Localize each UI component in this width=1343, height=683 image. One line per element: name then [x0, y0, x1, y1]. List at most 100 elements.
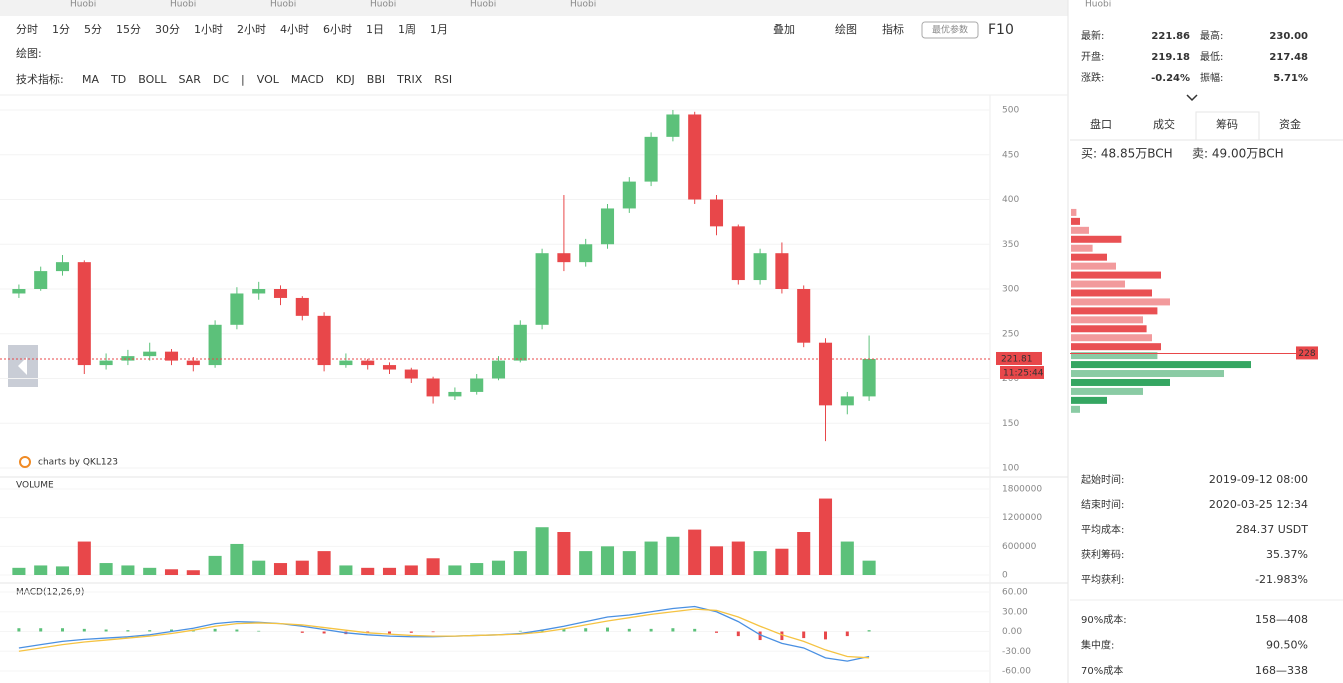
period-button[interactable]: 30分 [155, 23, 180, 36]
y-tick-label: 1200000 [1002, 513, 1042, 523]
candle-body [99, 360, 113, 366]
period-button[interactable]: 1周 [398, 23, 416, 36]
candle-body [164, 351, 179, 361]
volume-bar [470, 563, 484, 575]
param-box[interactable] [921, 21, 979, 39]
indicator-button[interactable]: BBI [367, 73, 385, 86]
tool-button[interactable]: 指标 [882, 22, 904, 36]
stat-label: 起始时间: [1081, 473, 1124, 486]
period-button[interactable]: 6小时 [323, 23, 352, 36]
macd-hist [736, 631, 740, 637]
candle-body [579, 244, 593, 263]
stat-value: -21.983% [1255, 573, 1308, 586]
volume-bar [600, 546, 615, 575]
macd-hist [213, 628, 217, 632]
period-button[interactable]: 2小时 [237, 23, 266, 36]
volume-bar [382, 567, 397, 575]
period-button[interactable]: 5分 [84, 23, 102, 36]
quote-label: 最高: [1200, 29, 1223, 42]
panel-tab[interactable]: 盘口 [1090, 117, 1112, 131]
y-tick-label: 300 [1002, 285, 1019, 295]
volume-bar [55, 566, 70, 575]
period-button[interactable]: 15分 [116, 23, 141, 36]
chip-bar [1071, 280, 1125, 288]
y-tick-label: -30.00 [1002, 647, 1031, 657]
indicator-button[interactable]: DC [213, 73, 229, 86]
stat-value: 284.37 USDT [1236, 523, 1308, 536]
indicator-button[interactable]: | [241, 73, 245, 86]
candle-body [252, 289, 266, 294]
y-tick-label: 30.00 [1002, 607, 1028, 617]
candle-body [644, 136, 658, 182]
y-tick-label: 250 [1002, 329, 1019, 339]
macd-hist [431, 631, 435, 633]
period-button[interactable]: 1小时 [194, 23, 223, 36]
tab-label[interactable]: Huobi [470, 0, 496, 10]
period-button[interactable]: 4小时 [280, 23, 309, 36]
stat-value: 168—338 [1255, 664, 1308, 677]
chip-bar [1071, 235, 1122, 243]
chip-bar [1071, 208, 1077, 216]
period-button[interactable]: 1月 [430, 23, 448, 36]
indicator-button[interactable]: VOL [257, 73, 280, 86]
quote-label: 涨跌: [1081, 71, 1104, 84]
tab-strip [0, 0, 1343, 16]
period-button[interactable]: 1日 [366, 23, 384, 36]
tab-label[interactable]: Huobi [570, 0, 596, 10]
f10-button[interactable]: F10 [988, 22, 1014, 38]
chip-bar [1071, 325, 1147, 333]
chip-bar [1071, 217, 1080, 225]
indicator-button[interactable]: SAR [179, 73, 202, 86]
indicator-button[interactable]: BOLL [138, 73, 167, 86]
tab-label[interactable]: Huobi [370, 0, 396, 10]
panel-tab[interactable]: 成交 [1153, 117, 1175, 131]
indicator-button[interactable]: TD [110, 73, 126, 86]
y-tick-label: 0 [1002, 571, 1008, 581]
macd-hist [39, 628, 43, 632]
tab-label[interactable]: Huobi [270, 0, 296, 10]
tool-button[interactable]: 叠加 [773, 23, 795, 36]
candle-body [404, 369, 418, 379]
macd-hist [409, 631, 413, 633]
indicator-button[interactable]: TRIX [396, 73, 423, 86]
stat-label: 结束时间: [1081, 498, 1124, 511]
volume-bar [99, 563, 113, 575]
candle-body [513, 324, 527, 361]
indicator-button[interactable]: MACD [291, 73, 324, 86]
y-tick-label: 100 [1002, 464, 1019, 474]
tab-label[interactable]: Huobi [70, 0, 96, 10]
macd-hist [170, 629, 173, 632]
y-tick-label: 350 [1002, 240, 1019, 250]
volume-bar [862, 560, 876, 575]
tab-label[interactable]: Huobi [170, 0, 196, 10]
panel-tab[interactable]: 资金 [1279, 117, 1301, 131]
volume-bar [77, 541, 91, 575]
indicator-button[interactable]: KDJ [336, 73, 355, 86]
indicator-button[interactable]: RSI [434, 73, 452, 86]
panel-tab[interactable]: 筹码 [1216, 117, 1238, 131]
candle-body [818, 342, 833, 406]
volume-bar [186, 570, 200, 575]
indicator-button[interactable]: MA [82, 73, 99, 86]
tool-button[interactable]: 绘图 [835, 22, 857, 36]
macd-hist [649, 628, 653, 632]
best-params[interactable]: 最优参数 [932, 24, 968, 36]
buy-amount: 买: 48.85万BCH [1081, 147, 1173, 161]
volume-bar [622, 551, 636, 575]
candle-body [600, 208, 615, 245]
period-button[interactable]: 1分 [52, 23, 70, 36]
y-tick-label: 450 [1002, 150, 1019, 160]
macd-hist [148, 630, 152, 632]
period-button[interactable]: 分时 [16, 23, 38, 36]
chip-bar [1071, 352, 1158, 360]
chip-bar [1071, 370, 1224, 378]
macd-hist [388, 631, 391, 634]
chip-bar [1071, 361, 1251, 369]
candle-body [753, 253, 767, 281]
expand-icon[interactable] [1186, 94, 1198, 102]
candle-body [622, 181, 636, 209]
last-price-label: 221.81 [1001, 354, 1033, 364]
candle-body [709, 199, 724, 227]
